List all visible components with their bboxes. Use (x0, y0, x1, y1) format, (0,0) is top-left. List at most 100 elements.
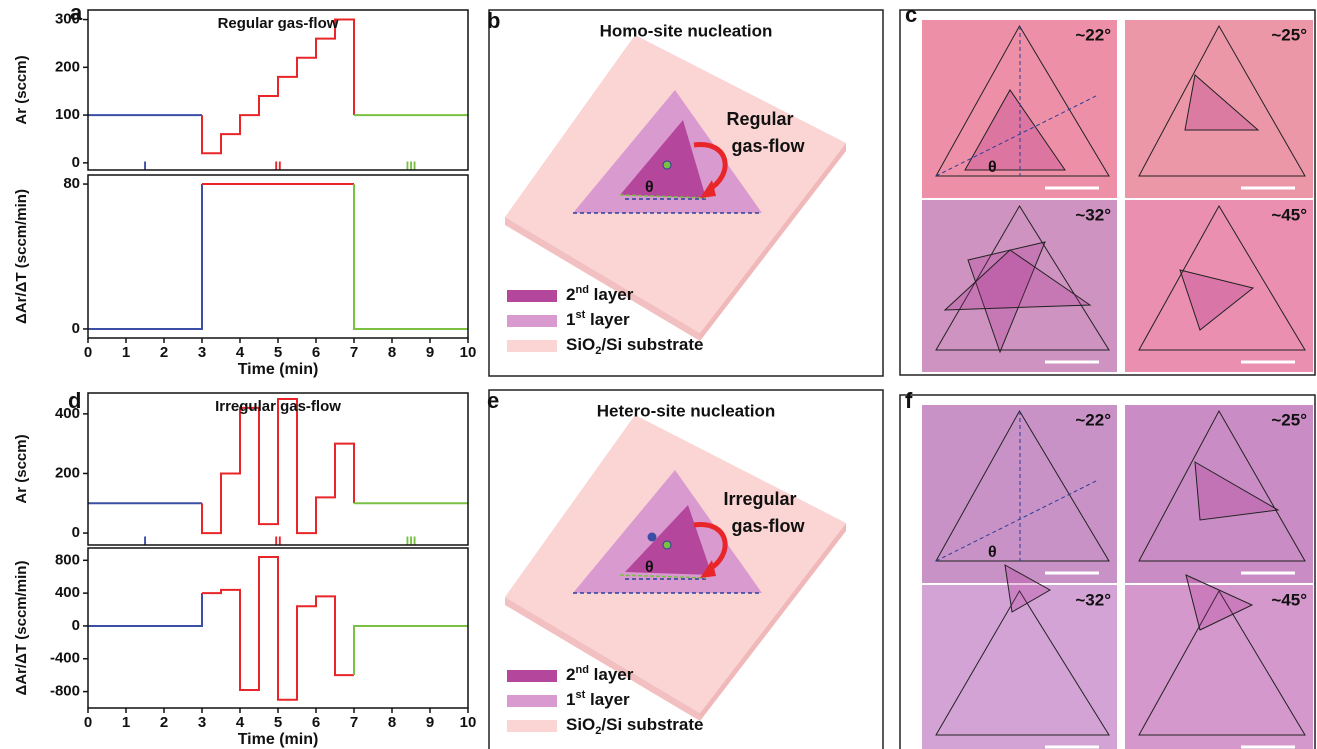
x-axis-label: Time (min) (238, 731, 319, 748)
nucleus (663, 541, 671, 549)
y-tick-label: 200 (55, 464, 80, 481)
line-series (88, 593, 202, 626)
phase-marker: III (406, 158, 417, 173)
x-tick-label: 1 (122, 344, 130, 361)
x-tick-label: 5 (274, 714, 282, 731)
legend-label: SiO2/Si substrate (566, 335, 703, 356)
legend-swatch (507, 720, 557, 732)
x-tick-label: 8 (388, 714, 396, 731)
x-tick-label: 6 (312, 344, 320, 361)
x-tick-label: 0 (84, 714, 92, 731)
y-tick-label: 0 (72, 154, 80, 171)
theta-label: θ (988, 159, 997, 176)
x-tick-label: 7 (350, 344, 358, 361)
y-axis-label: ΔAr/ΔT (sccm/min) (13, 561, 30, 696)
x-tick-label: 4 (236, 714, 245, 731)
text-part: nd (575, 664, 588, 676)
legend-swatch (507, 695, 557, 707)
line-series (202, 557, 354, 700)
x-tick-label: 3 (198, 344, 206, 361)
x-tick-label: 5 (274, 344, 282, 361)
diagram-title: Hetero-site nucleation (597, 401, 776, 420)
text-part: /Si substrate (601, 715, 703, 734)
y-tick-label: 0 (72, 524, 80, 541)
text-part: SiO (566, 715, 595, 734)
line-series (202, 399, 354, 533)
text-part: layer (585, 310, 630, 329)
x-tick-label: 10 (460, 714, 477, 731)
text-part: layer (585, 690, 630, 709)
chart-title: Irregular gas-flow (215, 398, 341, 415)
text-part: st (575, 309, 585, 321)
plot-frame (88, 175, 468, 338)
x-tick-label: 7 (350, 714, 358, 731)
micrograph (922, 405, 1117, 583)
text-part: 1 (566, 690, 575, 709)
arrow-text: gas-flow (731, 136, 805, 156)
legend-swatch (507, 290, 557, 302)
arrow-text: gas-flow (731, 516, 805, 536)
x-tick-label: 4 (236, 344, 245, 361)
text-part: 2 (566, 665, 575, 684)
line-series (202, 20, 354, 154)
line-series (354, 626, 468, 675)
arrow-text: Irregular (723, 489, 796, 509)
text-part: nd (575, 284, 588, 296)
x-tick-label: 3 (198, 714, 206, 731)
phase-marker: III (406, 533, 417, 548)
panel-label: c (905, 2, 917, 27)
panel-label: d (68, 388, 81, 413)
angle-label: ~45° (1271, 590, 1307, 609)
angle-label: ~22° (1075, 25, 1111, 44)
y-tick-label: 0 (72, 320, 80, 337)
figure: 0100200300IIIIIIRegular gas-flowAr (sccm… (0, 0, 1317, 749)
text-part: /Si substrate (601, 335, 703, 354)
panel-label: f (905, 388, 913, 413)
phase-marker: I (143, 158, 147, 173)
legend-swatch (507, 670, 557, 682)
text-part: st (575, 689, 585, 701)
text-part: 2 (566, 285, 575, 304)
phase-marker: II (274, 533, 281, 548)
y-tick-label: 400 (55, 584, 80, 601)
panel-label: e (487, 388, 499, 413)
y-tick-label: -800 (50, 683, 80, 700)
hetero-nucleus (648, 533, 657, 542)
text-part: layer (589, 665, 634, 684)
angle-label: ~32° (1075, 205, 1111, 224)
arrow-text: Regular (726, 109, 793, 129)
panel-label: b (487, 8, 500, 33)
theta-label: θ (645, 179, 654, 196)
y-tick-label: 800 (55, 551, 80, 568)
legend-swatch (507, 340, 557, 352)
x-axis-label: Time (min) (238, 361, 319, 378)
diagram-title: Homo-site nucleation (600, 21, 773, 40)
line-series (88, 184, 202, 329)
line-series (354, 184, 468, 329)
x-tick-label: 10 (460, 344, 477, 361)
y-tick-label: 200 (55, 58, 80, 75)
y-axis-label: ΔAr/ΔT (sccm/min) (13, 189, 30, 324)
phase-marker: I (143, 533, 147, 548)
y-tick-label: 80 (63, 175, 80, 192)
y-tick-label: -400 (50, 650, 80, 667)
x-tick-label: 6 (312, 714, 320, 731)
y-axis-label: Ar (sccm) (13, 434, 30, 503)
angle-label: ~32° (1075, 590, 1111, 609)
x-tick-label: 9 (426, 344, 434, 361)
legend-swatch (507, 315, 557, 327)
theta-label: θ (645, 559, 654, 576)
chart-title: Regular gas-flow (218, 15, 339, 32)
x-tick-label: 8 (388, 344, 396, 361)
y-tick-label: 0 (72, 617, 80, 634)
angle-label: ~25° (1271, 410, 1307, 429)
text-part: 1 (566, 310, 575, 329)
panel-label: a (70, 0, 83, 25)
micrograph (922, 585, 1117, 749)
angle-label: ~25° (1271, 25, 1307, 44)
theta-label: θ (988, 544, 997, 561)
x-tick-label: 0 (84, 344, 92, 361)
nucleus (663, 161, 671, 169)
phase-marker: II (274, 158, 281, 173)
diagram: Homo-site nucleationRegulargas-flowθ2nd … (489, 10, 883, 376)
